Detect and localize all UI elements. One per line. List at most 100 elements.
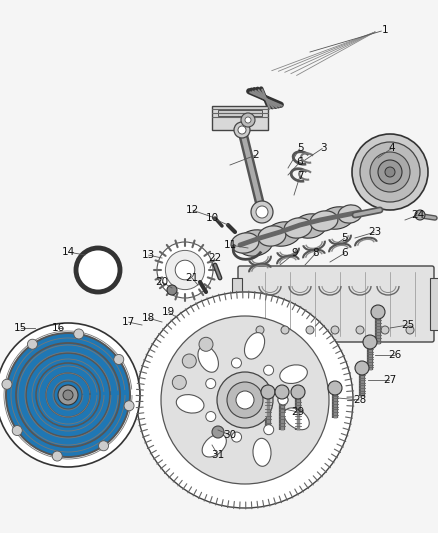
Text: 16: 16 xyxy=(51,323,65,333)
Circle shape xyxy=(278,395,288,405)
Bar xyxy=(430,278,438,330)
Circle shape xyxy=(278,395,288,405)
Circle shape xyxy=(245,117,251,123)
Text: 19: 19 xyxy=(161,307,175,317)
Circle shape xyxy=(261,385,275,399)
Circle shape xyxy=(236,391,254,409)
Circle shape xyxy=(238,126,246,134)
Circle shape xyxy=(360,142,420,202)
Circle shape xyxy=(355,361,369,375)
Text: 15: 15 xyxy=(14,323,27,333)
Circle shape xyxy=(199,337,213,351)
Circle shape xyxy=(2,379,12,389)
Circle shape xyxy=(172,375,186,390)
Text: 6: 6 xyxy=(297,157,303,167)
Text: 3: 3 xyxy=(320,143,326,153)
Text: 14: 14 xyxy=(61,247,74,257)
Text: 8: 8 xyxy=(313,248,319,258)
Circle shape xyxy=(12,425,22,435)
Text: 26: 26 xyxy=(389,350,402,360)
Circle shape xyxy=(0,323,140,467)
Text: 7: 7 xyxy=(297,171,303,181)
Ellipse shape xyxy=(320,207,354,229)
Circle shape xyxy=(52,451,62,461)
Circle shape xyxy=(124,401,134,411)
Text: 10: 10 xyxy=(205,213,219,223)
Circle shape xyxy=(157,242,213,298)
Circle shape xyxy=(415,210,425,220)
Circle shape xyxy=(206,411,216,422)
Text: 11: 11 xyxy=(223,240,237,250)
Circle shape xyxy=(281,326,289,334)
Circle shape xyxy=(251,201,273,223)
Circle shape xyxy=(264,365,274,375)
Circle shape xyxy=(161,316,329,484)
Circle shape xyxy=(227,382,263,418)
Ellipse shape xyxy=(338,205,362,223)
Circle shape xyxy=(328,381,342,395)
Ellipse shape xyxy=(293,214,327,238)
Bar xyxy=(218,110,262,116)
Circle shape xyxy=(175,260,195,280)
Text: 12: 12 xyxy=(185,205,198,215)
Circle shape xyxy=(212,426,224,438)
Circle shape xyxy=(256,206,268,218)
Circle shape xyxy=(371,305,385,319)
Circle shape xyxy=(99,441,109,451)
Ellipse shape xyxy=(202,434,226,457)
FancyBboxPatch shape xyxy=(238,266,434,342)
Text: 20: 20 xyxy=(155,277,169,287)
Circle shape xyxy=(378,160,402,184)
Text: 13: 13 xyxy=(141,250,155,260)
Circle shape xyxy=(137,292,353,508)
Circle shape xyxy=(206,378,216,389)
Ellipse shape xyxy=(284,218,312,238)
Circle shape xyxy=(58,385,78,405)
Text: 5: 5 xyxy=(342,233,348,243)
Ellipse shape xyxy=(253,438,271,466)
Bar xyxy=(232,278,242,330)
Text: 23: 23 xyxy=(368,227,381,237)
Ellipse shape xyxy=(176,394,204,413)
Circle shape xyxy=(241,113,255,127)
Ellipse shape xyxy=(258,226,286,246)
Ellipse shape xyxy=(231,233,259,253)
Circle shape xyxy=(264,425,274,435)
Bar xyxy=(212,106,268,130)
Text: 18: 18 xyxy=(141,313,155,323)
Text: 6: 6 xyxy=(342,248,348,258)
Circle shape xyxy=(331,326,339,334)
Circle shape xyxy=(356,326,364,334)
Circle shape xyxy=(306,326,314,334)
Circle shape xyxy=(370,152,410,192)
Text: 22: 22 xyxy=(208,253,222,263)
Circle shape xyxy=(352,134,428,210)
Circle shape xyxy=(114,354,124,365)
Circle shape xyxy=(256,326,264,334)
Circle shape xyxy=(76,248,120,292)
Circle shape xyxy=(26,353,110,437)
Text: 9: 9 xyxy=(292,248,298,258)
Text: 21: 21 xyxy=(185,273,198,283)
Circle shape xyxy=(406,326,414,334)
Ellipse shape xyxy=(265,222,301,246)
Circle shape xyxy=(46,373,90,417)
Ellipse shape xyxy=(280,365,307,384)
Circle shape xyxy=(275,385,289,399)
Circle shape xyxy=(381,326,389,334)
Text: 29: 29 xyxy=(291,407,304,417)
Text: 17: 17 xyxy=(121,317,134,327)
Circle shape xyxy=(217,372,273,428)
Circle shape xyxy=(28,339,37,349)
Circle shape xyxy=(363,335,377,349)
Circle shape xyxy=(36,363,100,427)
Circle shape xyxy=(231,358,241,368)
Circle shape xyxy=(16,343,120,447)
Circle shape xyxy=(167,285,177,295)
Circle shape xyxy=(74,329,84,339)
Text: 2: 2 xyxy=(253,150,259,160)
Ellipse shape xyxy=(244,333,265,359)
Circle shape xyxy=(63,390,73,400)
Text: 25: 25 xyxy=(401,320,415,330)
Text: 30: 30 xyxy=(223,430,237,440)
